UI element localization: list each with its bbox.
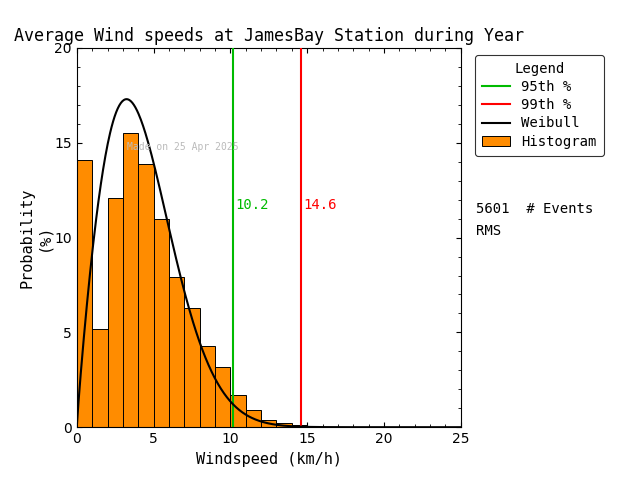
Y-axis label: Probability
(%): Probability (%)	[19, 187, 52, 288]
Legend: 95th %, 99th %, Weibull, Histogram: 95th %, 99th %, Weibull, Histogram	[476, 55, 604, 156]
Bar	[138, 164, 154, 427]
Title: Average Wind speeds at JamesBay Station during Year: Average Wind speeds at JamesBay Station …	[14, 27, 524, 45]
Bar	[200, 346, 215, 427]
Bar	[169, 277, 184, 427]
Text: 5601  # Events: 5601 # Events	[476, 202, 593, 216]
Bar	[230, 395, 246, 427]
Text: Made on 25 Apr 2025: Made on 25 Apr 2025	[127, 143, 238, 152]
Bar	[77, 160, 92, 427]
Bar	[123, 133, 138, 427]
Bar	[261, 420, 276, 427]
Bar	[108, 198, 123, 427]
X-axis label: Windspeed (km/h): Windspeed (km/h)	[196, 452, 342, 467]
Bar	[276, 423, 292, 427]
Bar	[184, 308, 200, 427]
Text: 10.2: 10.2	[236, 198, 269, 212]
Bar	[292, 425, 307, 427]
Text: 14.6: 14.6	[303, 198, 337, 212]
Bar	[215, 367, 230, 427]
Bar	[92, 329, 108, 427]
Text: RMS: RMS	[476, 224, 501, 239]
Bar	[154, 219, 169, 427]
Bar	[246, 410, 261, 427]
